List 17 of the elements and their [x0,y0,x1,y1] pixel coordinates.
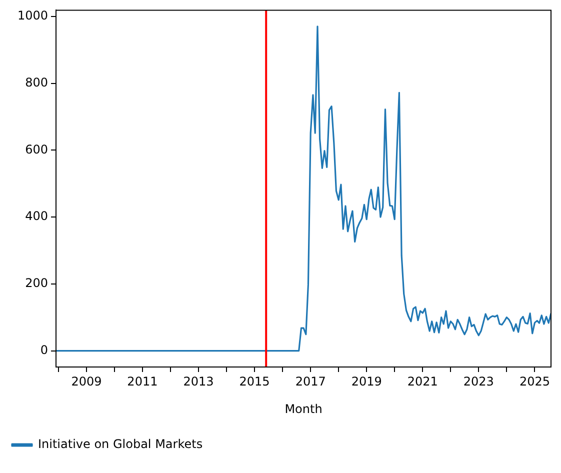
x-tick-label: 2009 [71,374,102,388]
y-tick-label: 1000 [17,8,48,23]
y-tick-label: 800 [25,75,48,90]
x-tick-label: 2021 [407,374,438,388]
y-tick-label: 0 [40,342,48,357]
x-tick-label: 2023 [463,374,494,388]
x-tick-label: 2019 [351,374,382,388]
x-tick-label: 2011 [127,374,158,388]
x-tick-label: 2015 [239,374,270,388]
x-tick-label: 2025 [519,374,550,388]
y-tick-label: 600 [25,142,48,156]
y-tick-label: 400 [25,209,48,224]
x-tick-label: 2013 [183,374,214,388]
x-axis-title: Month [284,402,322,416]
legend-label: Initiative on Global Markets [38,437,203,452]
x-tick-label: 2017 [295,374,326,388]
y-tick-label: 200 [25,276,48,290]
